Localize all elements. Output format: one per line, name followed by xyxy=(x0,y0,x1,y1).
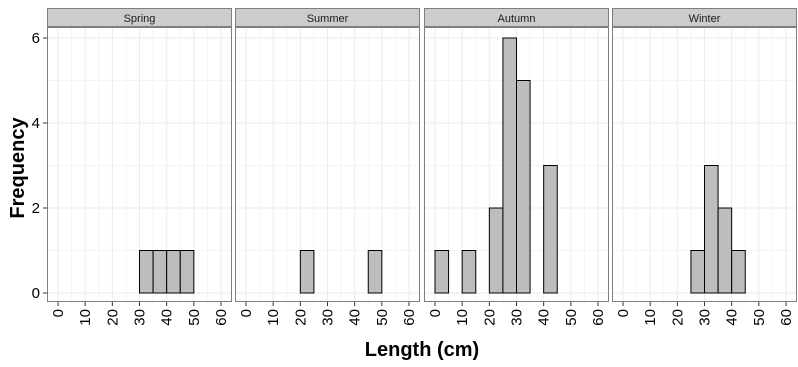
x-tick-label: 50 xyxy=(186,309,203,326)
facet-strip-label: Autumn xyxy=(498,13,536,25)
x-tick-label: 10 xyxy=(454,309,471,326)
x-tick-label: 60 xyxy=(401,309,418,326)
histogram-bar xyxy=(731,250,746,294)
x-tick-label: 0 xyxy=(427,309,444,317)
histogram-bar xyxy=(502,37,517,294)
x-tick-label: 30 xyxy=(132,309,149,326)
panel-border xyxy=(47,27,232,302)
histogram-bar xyxy=(152,250,168,294)
facet-panel-autumn: Autumn 0 10 20 30 40 50 60 xyxy=(424,8,609,326)
x-tick-label: 20 xyxy=(481,309,498,326)
y-tick-label: 4 xyxy=(32,115,40,132)
facet-panel-spring: Spring 0 10 20 30 40 50 60 xyxy=(47,8,232,326)
facet-panel-winter: Winter 0 10 20 30 40 50 60 xyxy=(612,8,797,326)
histogram-bar xyxy=(367,250,383,294)
x-tick-label: 0 xyxy=(50,309,67,317)
x-tick-label: 60 xyxy=(778,309,795,326)
x-tick-label: 50 xyxy=(563,309,580,326)
y-axis-title: Frequency xyxy=(7,117,29,219)
x-tick-label: 0 xyxy=(238,309,255,317)
x-tick-label: 20 xyxy=(292,309,309,326)
facet-strip-label: Summer xyxy=(307,13,349,25)
histogram-bar xyxy=(488,207,504,294)
x-tick-label: 40 xyxy=(159,309,176,326)
x-tick-label: 20 xyxy=(104,309,121,326)
panel-border xyxy=(235,27,420,302)
x-tick-label: 60 xyxy=(590,309,607,326)
x-tick-label: 10 xyxy=(642,309,659,326)
x-tick-label: 0 xyxy=(615,309,632,317)
histogram-bar xyxy=(690,250,706,294)
histogram-bar xyxy=(704,165,719,294)
histogram-bar xyxy=(166,250,181,294)
x-tick-label: 30 xyxy=(509,309,526,326)
x-tick-label: 60 xyxy=(213,309,230,326)
x-axis-title: Length (cm) xyxy=(365,339,479,361)
y-tick-label: 2 xyxy=(32,200,40,217)
panel-border xyxy=(424,27,609,302)
histogram-bar xyxy=(139,250,154,294)
x-tick-label: 30 xyxy=(697,309,714,326)
x-tick-label: 30 xyxy=(320,309,337,326)
histogram-bar xyxy=(461,250,477,294)
x-tick-label: 50 xyxy=(374,309,391,326)
facet-strip xyxy=(612,8,797,27)
histogram-bar xyxy=(434,250,450,294)
x-tick-label: 10 xyxy=(265,309,282,326)
facet-strip xyxy=(424,8,609,27)
histogram-bar xyxy=(299,250,315,294)
facet-strip-label: Winter xyxy=(689,13,721,25)
x-tick-label: 40 xyxy=(536,309,553,326)
facet-strip xyxy=(47,8,232,27)
facet-strip-label: Spring xyxy=(124,13,156,25)
x-tick-label: 40 xyxy=(724,309,741,326)
panel-border xyxy=(612,27,797,302)
x-tick-label: 40 xyxy=(347,309,364,326)
y-axis: 0 2 4 6 xyxy=(32,30,47,302)
histogram-bar xyxy=(516,80,531,294)
histogram-bar xyxy=(717,207,733,294)
histogram-bar xyxy=(543,165,558,294)
x-tick-label: 10 xyxy=(77,309,94,326)
histogram-bar xyxy=(179,250,195,294)
x-tick-label: 50 xyxy=(751,309,768,326)
facet-strip xyxy=(235,8,420,27)
y-tick-label: 0 xyxy=(32,285,40,302)
x-tick-label: 20 xyxy=(669,309,686,326)
facet-panel-summer: Summer 0 10 20 30 40 50 60 xyxy=(235,8,420,326)
y-tick-label: 6 xyxy=(32,30,40,47)
